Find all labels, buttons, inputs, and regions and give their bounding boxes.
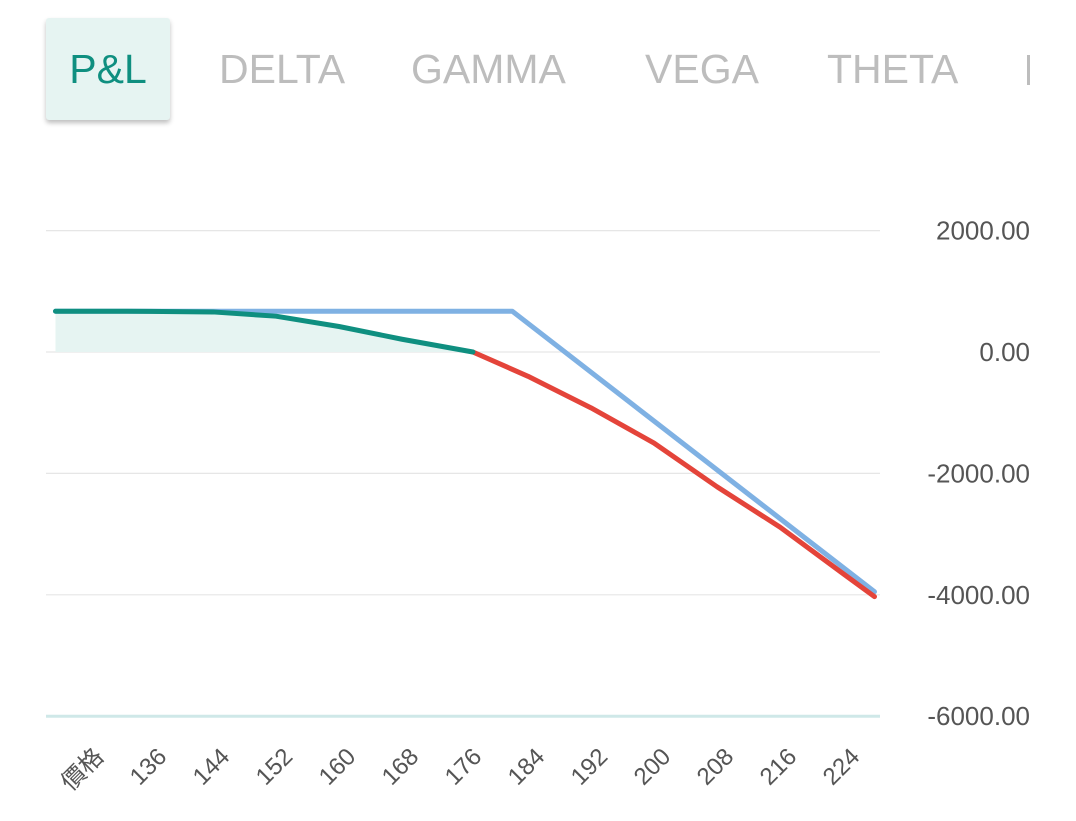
x-tick-label: 176 [440,743,487,790]
tab-vega[interactable]: VEGA [645,46,759,92]
x-tick-label: 144 [188,743,235,790]
y-tick-label: -2000.00 [927,458,1030,488]
x-tick-label: 136 [125,743,172,790]
current-pnl-loss-line [470,349,877,600]
x-tick-label: 152 [251,743,298,790]
x-tick-label: 160 [314,743,361,790]
x-tick-label: 224 [818,743,865,790]
x-tick-label: 168 [377,743,424,790]
x-tick-label: 208 [692,743,739,790]
profit-area [55,311,473,352]
x-tick-label: 200 [629,743,676,790]
y-tick-label: -6000.00 [927,701,1030,731]
y-tick-label: 2000.00 [936,216,1030,246]
tab-gamma[interactable]: GAMMA [411,46,566,92]
greek-tabs: P&L DELTA GAMMA VEGA THETA [0,0,1076,130]
tab-delta[interactable]: DELTA [219,46,346,92]
tab-pnl[interactable]: P&L [46,18,170,120]
x-tick-label: 192 [566,743,613,790]
tab-theta[interactable]: THETA [827,46,959,92]
y-tick-label: 0.00 [979,337,1030,367]
current-pnl-profit-line [53,308,476,355]
tab-next-partial[interactable] [1027,55,1030,85]
y-tick-label: -4000.00 [927,580,1030,610]
expiry-pnl-line [53,308,877,595]
x-tick-label: 184 [503,743,550,790]
x-tick-label: 價格 [56,743,109,796]
x-tick-label: 216 [755,743,802,790]
